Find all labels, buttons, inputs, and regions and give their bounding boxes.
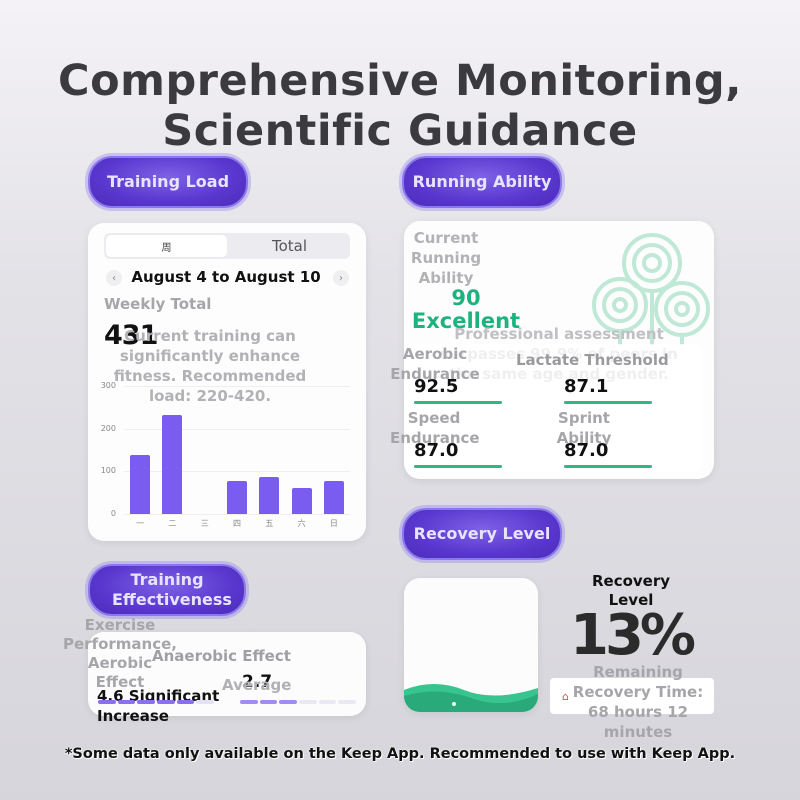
date-range: August 4 to August 10 xyxy=(131,268,321,286)
running-ability-score: 90 xyxy=(451,286,481,310)
effect-meter-segment xyxy=(98,700,116,704)
x-tick-label: 五 xyxy=(265,519,274,528)
chevron-left-icon[interactable]: ‹ xyxy=(106,270,122,286)
effect-meter-segment xyxy=(137,700,156,704)
aerobic-effect-value: 4.6 Significant Increase xyxy=(97,687,220,725)
recovery-level-pill[interactable]: Recovery Level xyxy=(402,508,562,560)
lactate-threshold-bar xyxy=(564,401,652,404)
x-tick-label: 二 xyxy=(168,519,177,528)
anaerobic-effect-label: Anaerobic Effect xyxy=(152,647,291,665)
recovery-level-card xyxy=(404,578,538,712)
aerobic-endurance-bar xyxy=(414,401,502,404)
x-tick-label: 三 xyxy=(200,519,209,528)
running-ability-pill-label: Running Ability xyxy=(412,172,552,191)
effect-meter-segment xyxy=(259,700,278,704)
recovery-level-label: Recovery Level xyxy=(591,572,671,609)
running-ability-emblem-icon xyxy=(592,233,710,345)
y-tick-label: 0 xyxy=(110,509,116,518)
effect-meter-segment xyxy=(157,700,175,704)
training-load-pill[interactable]: Training Load xyxy=(88,156,248,208)
training-load-chart: 300 200 100 0 一 二 三 四 五 六 日 xyxy=(96,380,358,530)
effect-meter-segment xyxy=(196,700,215,704)
recovery-wave-icon xyxy=(404,684,538,712)
chart-gridline xyxy=(124,428,350,430)
aerobic-endurance-value: 92.5 xyxy=(414,376,459,397)
effect-meter-segment xyxy=(176,700,195,704)
chart-gridline xyxy=(124,386,350,387)
effect-meter-segment xyxy=(117,700,136,704)
period-tabs: 周 Total xyxy=(104,233,350,259)
recovery-level-pill-label: Recovery Level xyxy=(413,524,551,543)
training-load-pill-label: Training Load xyxy=(106,172,230,191)
x-tick-label: 四 xyxy=(233,519,241,528)
chart-gridline xyxy=(124,514,350,515)
house-alert-icon: ⌂ xyxy=(562,690,569,703)
remaining-recovery-time: Remaining Recovery Time: 68 hours 12 min… xyxy=(572,663,704,741)
running-ability-pill[interactable]: Running Ability xyxy=(402,156,562,208)
chart-bar xyxy=(162,415,183,514)
weekly-total-value: 431 xyxy=(104,320,158,351)
current-running-ability-label: Current Running Ability xyxy=(410,229,482,287)
chart-bar xyxy=(227,480,247,514)
effect-meter-segment xyxy=(299,700,317,704)
x-tick-label: 日 xyxy=(329,519,338,528)
chart-bar xyxy=(259,477,280,514)
y-tick-label: 300 xyxy=(100,381,116,390)
y-tick-label: 100 xyxy=(100,466,116,476)
chart-bar xyxy=(323,480,344,514)
title-line-2: Scientific Guidance xyxy=(162,106,638,156)
aerobic-effect-meter xyxy=(98,700,215,704)
effect-meter-segment xyxy=(279,700,298,704)
chart-bar xyxy=(130,455,151,514)
running-ability-rating: Excellent xyxy=(411,309,521,333)
training-effectiveness-pill[interactable]: Training Effectiveness xyxy=(88,564,246,616)
anaerobic-effect-meter xyxy=(240,700,357,704)
chart-gridline xyxy=(124,471,350,473)
tab-week[interactable]: 周 xyxy=(106,235,227,257)
recovery-percent: 13% xyxy=(570,603,696,668)
speed-endurance-label: Speed Endurance xyxy=(390,409,480,447)
speed-endurance-bar xyxy=(414,465,502,468)
lactate-threshold-value: 87.1 xyxy=(564,376,609,397)
chevron-right-icon[interactable]: › xyxy=(333,270,349,286)
anaerobic-effect-value: 2.7 xyxy=(242,672,273,692)
tab-total[interactable]: Total xyxy=(271,237,308,255)
chart-bar xyxy=(291,488,312,514)
effect-meter-segment xyxy=(240,700,258,704)
aerobic-effect-label: Exercise Performance, Aerobic Effect xyxy=(63,616,177,691)
training-advice: Current training can significantly enhan… xyxy=(113,327,307,405)
footer-note: *Some data only available on the Keep Ap… xyxy=(64,746,736,762)
weekly-total-label: Weekly Total xyxy=(104,295,212,313)
sprint-ability-value: 87.0 xyxy=(564,440,609,461)
anaerobic-effect-status: Average xyxy=(222,676,292,694)
page-title: Comprehensive Monitoring, Scientific Gui… xyxy=(0,56,800,156)
recovery-time-box xyxy=(550,678,714,714)
effect-meter-segment xyxy=(318,700,337,704)
x-tick-label: 六 xyxy=(297,519,306,528)
aerobic-endurance-label: Aerobic Endurance xyxy=(390,345,480,383)
y-tick-label: 200 xyxy=(100,423,116,433)
metrics-panel xyxy=(404,344,702,472)
lactate-threshold-label: Lactate Threshold xyxy=(516,351,669,369)
title-line-1: Comprehensive Monitoring, xyxy=(58,56,742,106)
sprint-ability-bar xyxy=(564,465,652,468)
sprint-ability-label: Sprint Ability xyxy=(556,409,612,447)
x-tick-label: 一 xyxy=(136,519,145,528)
speed-endurance-value: 87.0 xyxy=(414,440,459,461)
training-effectiveness-pill-label: Training Effectiveness xyxy=(112,570,232,609)
effect-meter-segment xyxy=(338,700,357,704)
